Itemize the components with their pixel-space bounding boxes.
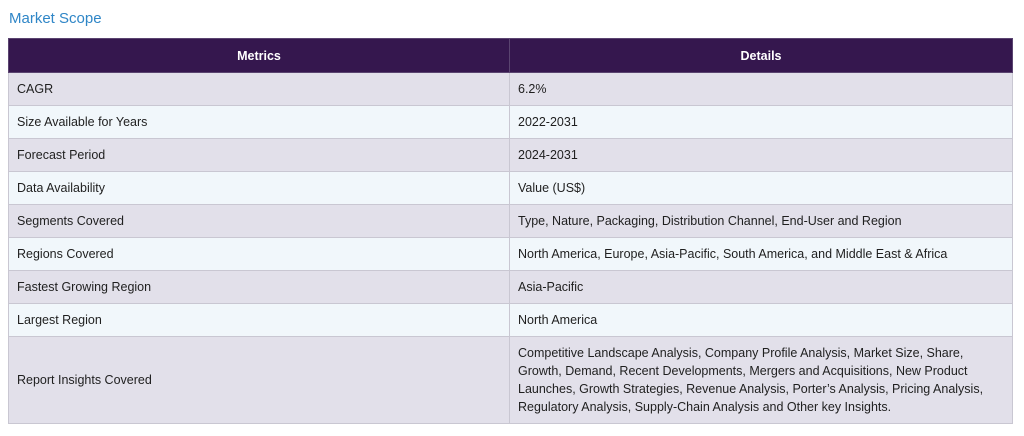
detail-cell: Asia-Pacific [509, 270, 1013, 304]
detail-cell: Type, Nature, Packaging, Distribution Ch… [509, 204, 1013, 238]
metric-cell: Largest Region [8, 303, 510, 337]
table-row: CAGR 6.2% [8, 72, 1013, 106]
table-row: Regions Covered North America, Europe, A… [8, 237, 1013, 271]
market-scope-table: Metrics Details CAGR 6.2% Size Available… [8, 38, 1013, 424]
table-row: Size Available for Years 2022-2031 [8, 105, 1013, 139]
detail-cell: 6.2% [509, 72, 1013, 106]
table-row: Forecast Period 2024-2031 [8, 138, 1013, 172]
metric-cell: Data Availability [8, 171, 510, 205]
table-row: Fastest Growing Region Asia-Pacific [8, 270, 1013, 304]
column-header-details: Details [509, 38, 1013, 73]
metric-cell: Report Insights Covered [8, 336, 510, 424]
metric-cell: Fastest Growing Region [8, 270, 510, 304]
table-row: Report Insights Covered Competitive Land… [8, 336, 1013, 424]
table-row: Largest Region North America [8, 303, 1013, 337]
section-title: Market Scope [9, 10, 102, 27]
metric-cell: Regions Covered [8, 237, 510, 271]
table-row: Segments Covered Type, Nature, Packaging… [8, 204, 1013, 238]
table-row: Data Availability Value (US$) [8, 171, 1013, 205]
detail-cell: Value (US$) [509, 171, 1013, 205]
metric-cell: Size Available for Years [8, 105, 510, 139]
detail-cell: 2024-2031 [509, 138, 1013, 172]
column-header-metrics: Metrics [8, 38, 510, 73]
metric-cell: CAGR [8, 72, 510, 106]
detail-cell: North America [509, 303, 1013, 337]
detail-cell: 2022-2031 [509, 105, 1013, 139]
table-header-row: Metrics Details [8, 38, 1013, 73]
metric-cell: Segments Covered [8, 204, 510, 238]
metric-cell: Forecast Period [8, 138, 510, 172]
detail-cell: Competitive Landscape Analysis, Company … [509, 336, 1013, 424]
detail-cell: North America, Europe, Asia-Pacific, Sou… [509, 237, 1013, 271]
